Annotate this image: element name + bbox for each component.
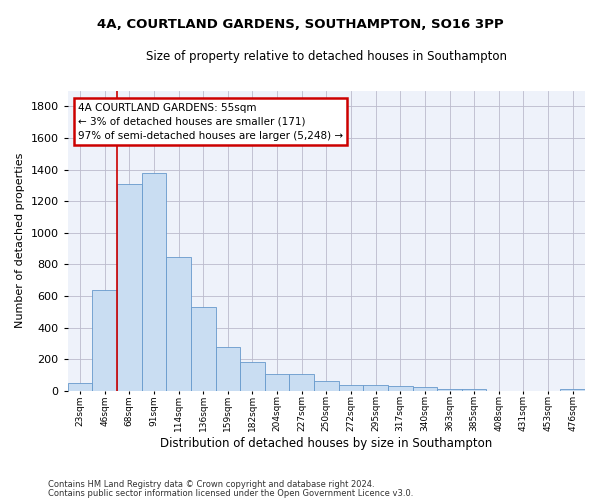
Bar <box>388 386 413 391</box>
Text: Contains HM Land Registry data © Crown copyright and database right 2024.: Contains HM Land Registry data © Crown c… <box>48 480 374 489</box>
Bar <box>364 384 388 391</box>
Bar <box>117 184 142 391</box>
Bar <box>462 388 487 391</box>
Y-axis label: Number of detached properties: Number of detached properties <box>15 153 25 328</box>
X-axis label: Distribution of detached houses by size in Southampton: Distribution of detached houses by size … <box>160 437 493 450</box>
Bar <box>215 348 240 391</box>
Bar <box>560 388 585 391</box>
Bar <box>437 388 462 391</box>
Bar <box>142 173 166 391</box>
Bar <box>314 380 338 391</box>
Text: 4A COURTLAND GARDENS: 55sqm
← 3% of detached houses are smaller (171)
97% of sem: 4A COURTLAND GARDENS: 55sqm ← 3% of deta… <box>78 102 343 141</box>
Bar <box>92 290 117 391</box>
Bar <box>265 374 289 391</box>
Bar <box>338 384 364 391</box>
Bar <box>68 383 92 391</box>
Title: Size of property relative to detached houses in Southampton: Size of property relative to detached ho… <box>146 50 507 63</box>
Text: 4A, COURTLAND GARDENS, SOUTHAMPTON, SO16 3PP: 4A, COURTLAND GARDENS, SOUTHAMPTON, SO16… <box>97 18 503 30</box>
Bar <box>166 256 191 391</box>
Bar <box>413 387 437 391</box>
Text: Contains public sector information licensed under the Open Government Licence v3: Contains public sector information licen… <box>48 490 413 498</box>
Bar <box>289 374 314 391</box>
Bar <box>240 362 265 391</box>
Bar <box>191 307 215 391</box>
